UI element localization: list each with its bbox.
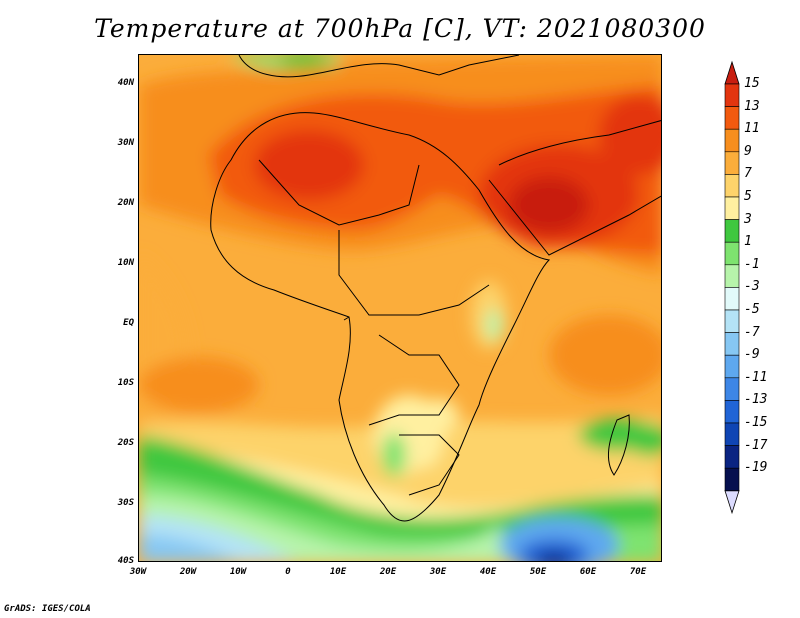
colorbar-label: 13 [744, 98, 760, 114]
lon-label-20w: 20W [179, 567, 197, 577]
colorbar-segment [724, 241, 740, 266]
lon-label-50e: 50E [529, 567, 547, 577]
colorbar-label: -15 [744, 415, 768, 430]
colorbar-segment [724, 422, 740, 446]
colorbar-top-triangle [724, 60, 740, 85]
colorbar-segment [724, 467, 740, 492]
colorbar-segment [724, 174, 740, 198]
colorbar-label: -11 [744, 369, 768, 385]
lat-label-20s: 20S [117, 438, 134, 448]
colorbar-label: -17 [744, 437, 768, 453]
credit-text: GrADS: IGES/COLA [4, 604, 91, 614]
colorbar-segment [724, 106, 740, 130]
colorbar-segment [724, 400, 740, 424]
colorbar-label: -13 [744, 392, 768, 408]
lon-label-70e: 70E [629, 567, 647, 577]
lon-label-40e: 40E [479, 567, 497, 577]
colorbar-segment [724, 83, 740, 107]
colorbar-label: -1 [744, 256, 760, 272]
colorbar-bottom-triangle [724, 490, 740, 515]
colorbar-label: 15 [744, 76, 760, 91]
lat-label-20n: 20N [117, 198, 134, 208]
colorbar-segment [724, 332, 740, 356]
colorbar-label: -7 [744, 324, 760, 340]
lon-label-60e: 60E [579, 567, 597, 577]
lon-label-0: 0 [285, 567, 291, 577]
lat-label-30s: 30S [117, 498, 134, 508]
colorbar-label: -9 [744, 347, 760, 363]
map-panel [138, 54, 662, 562]
lon-label-10w: 10W [229, 567, 247, 577]
lat-label-40n: 40N [117, 78, 134, 88]
colorbar-label: 7 [744, 166, 752, 182]
colorbar-label: -5 [744, 302, 760, 317]
colorbar-segment [724, 354, 740, 379]
colorbar-label: 3 [744, 211, 752, 227]
colorbar-segment [724, 219, 740, 243]
temperature-shading [139, 55, 661, 561]
colorbar-label: -3 [744, 279, 760, 295]
lon-label-30e: 30E [429, 567, 447, 577]
lat-label-10s: 10S [117, 378, 134, 388]
colorbar [724, 60, 740, 515]
colorbar-label: 9 [744, 143, 752, 159]
lat-label-10n: 10N [117, 258, 134, 268]
colorbar-label: 11 [744, 121, 760, 137]
lat-label-30n: 30N [117, 138, 134, 148]
colorbar-segment [724, 377, 740, 401]
colorbar-segment [724, 309, 740, 333]
colorbar-segment [724, 128, 740, 153]
map-title: Temperature at 700hPa [C], VT: 202108030… [94, 14, 706, 43]
colorbar-label: 5 [744, 189, 752, 204]
temperature-map [139, 55, 661, 561]
colorbar-label: -19 [744, 460, 768, 476]
colorbar-segment [724, 151, 740, 175]
colorbar-segment [724, 196, 740, 220]
coastlines [210, 55, 661, 522]
lon-label-10e: 10E [329, 567, 347, 577]
colorbar-label: 1 [744, 234, 752, 250]
lat-label-40s: 40S [117, 556, 134, 566]
colorbar-segment [724, 264, 740, 288]
lon-label-30w: 30W [129, 567, 147, 577]
lon-label-20e: 20E [379, 567, 397, 577]
lat-label-eq: EQ [123, 318, 134, 328]
colorbar-segment [724, 287, 740, 311]
colorbar-segment [724, 445, 740, 469]
